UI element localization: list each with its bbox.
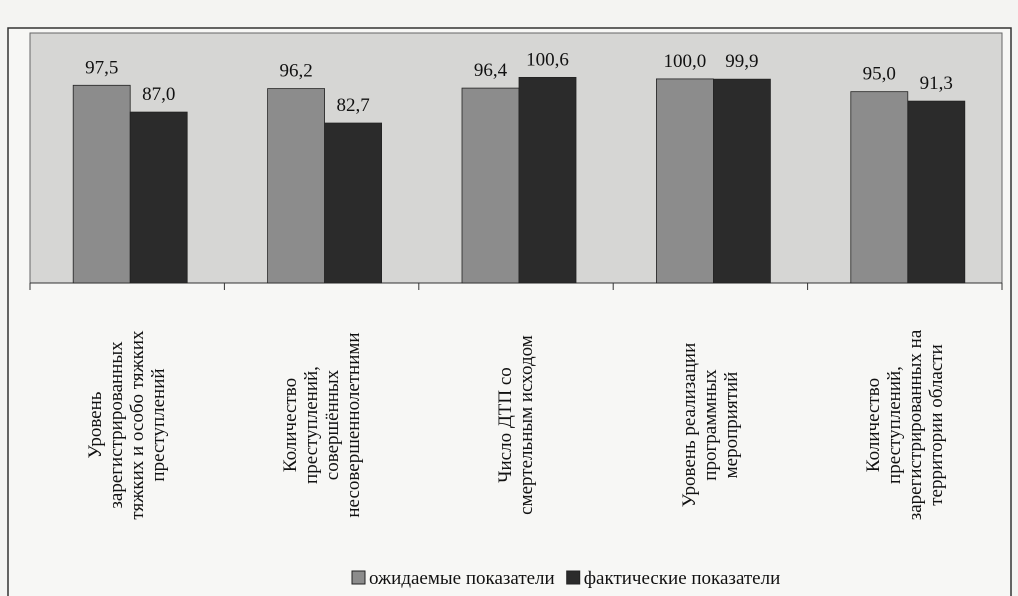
bar (72, 84, 131, 284)
bar (518, 76, 577, 284)
legend-swatch (351, 570, 366, 585)
value-label: 95,0 (863, 64, 896, 85)
bar (129, 111, 188, 284)
legend-swatch (566, 570, 581, 585)
value-label: 100,6 (526, 49, 569, 70)
x-tick-label: Количество преступлений, совершённых нес… (279, 332, 364, 518)
bar (713, 78, 771, 284)
value-label: 82,7 (336, 95, 369, 116)
bar (267, 88, 326, 284)
legend-label: фактические показатели (584, 568, 781, 589)
x-tick-label: Уровень зарегистрированных тяжких и особ… (85, 330, 170, 520)
value-label: 100,0 (664, 51, 707, 72)
bar (461, 87, 520, 284)
x-tick-label: Количество преступлений, зарегистрирован… (862, 329, 947, 521)
value-label: 91,3 (920, 73, 953, 94)
value-label: 99,9 (725, 51, 758, 72)
value-label: 97,5 (85, 57, 118, 78)
x-tick-label: Число ДТП со смертельным исходом (495, 335, 537, 515)
value-label: 96,4 (474, 60, 508, 81)
bar (850, 91, 909, 284)
x-tick-label: Уровень реализации программных мероприят… (678, 342, 742, 508)
bar (907, 100, 966, 284)
value-label: 87,0 (142, 84, 175, 105)
legend-label: ожидаемые показатели (369, 568, 555, 589)
value-label: 96,2 (279, 61, 312, 82)
bar (656, 78, 714, 284)
bar (324, 122, 383, 284)
